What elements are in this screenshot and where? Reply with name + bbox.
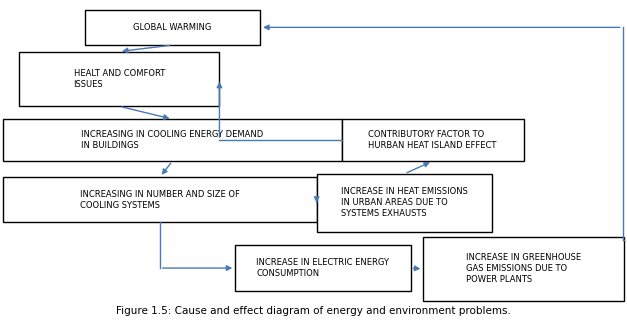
Text: INCREASE IN ELECTRIC ENERGY
CONSUMPTION: INCREASE IN ELECTRIC ENERGY CONSUMPTION — [256, 258, 389, 278]
Bar — [342, 119, 524, 161]
Text: Figure 1.5: Cause and effect diagram of energy and environment problems.: Figure 1.5: Cause and effect diagram of … — [116, 306, 511, 316]
Bar — [85, 10, 260, 45]
Text: INCREASE IN GREENHOUSE
GAS EMISSIONS DUE TO
POWER PLANTS: INCREASE IN GREENHOUSE GAS EMISSIONS DUE… — [466, 253, 581, 284]
Text: GLOBAL WARMING: GLOBAL WARMING — [134, 23, 212, 32]
Text: INCREASE IN HEAT EMISSIONS
IN URBAN AREAS DUE TO
SYSTEMS EXHAUSTS: INCREASE IN HEAT EMISSIONS IN URBAN AREA… — [341, 187, 468, 218]
Bar — [235, 245, 411, 291]
Bar — [317, 174, 492, 232]
Text: HEALT AND COMFORT
ISSUES: HEALT AND COMFORT ISSUES — [73, 69, 165, 89]
Bar — [19, 52, 219, 106]
Bar — [3, 177, 317, 222]
Bar — [3, 119, 342, 161]
Text: CONTRIBUTORY FACTOR TO
HURBAN HEAT ISLAND EFFECT: CONTRIBUTORY FACTOR TO HURBAN HEAT ISLAN… — [369, 130, 497, 150]
Bar — [423, 237, 624, 301]
Text: INCREASING IN NUMBER AND SIZE OF
COOLING SYSTEMS: INCREASING IN NUMBER AND SIZE OF COOLING… — [80, 190, 240, 210]
Text: INCREASING IN COOLING ENERGY DEMAND
IN BUILDINGS: INCREASING IN COOLING ENERGY DEMAND IN B… — [82, 130, 263, 150]
